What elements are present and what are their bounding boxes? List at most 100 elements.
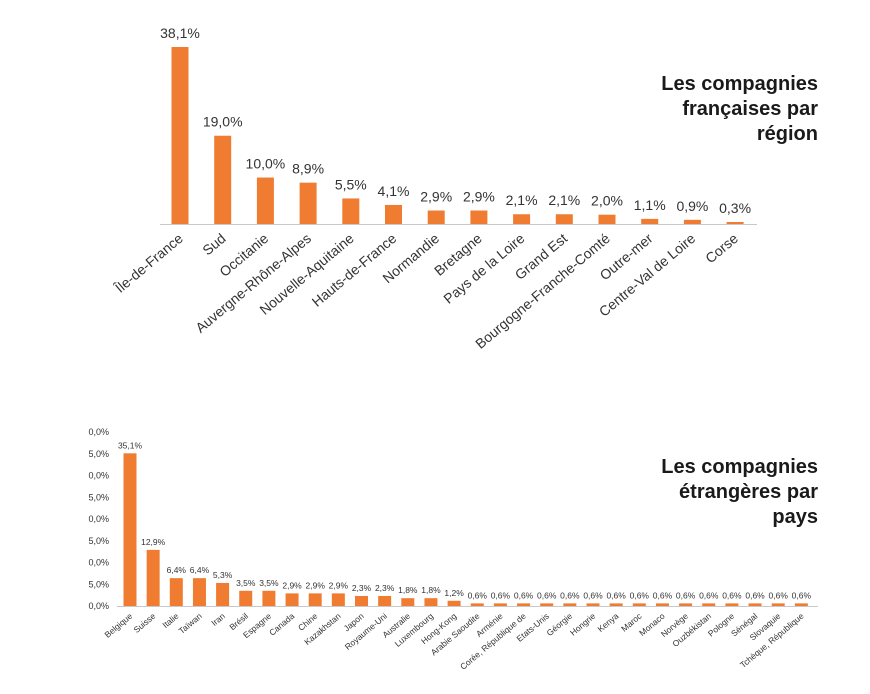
- value-label-country: 0,6%: [769, 590, 789, 600]
- bar-region: [683, 219, 701, 224]
- value-label-country: 2,9%: [282, 580, 302, 590]
- value-label-country: 0,6%: [468, 590, 488, 600]
- bar-country: [632, 603, 646, 606]
- bar-country: [794, 603, 808, 606]
- value-label-region: 2,9%: [420, 189, 452, 205]
- value-label-region: 4,1%: [378, 183, 410, 199]
- bar-country: [239, 590, 253, 606]
- bar-country: [285, 593, 299, 606]
- value-label-country: 6,4%: [190, 565, 210, 575]
- y-tick-label-countries: 5,0%: [88, 492, 109, 502]
- bar-region: [385, 204, 402, 224]
- value-label-country: 3,5%: [236, 578, 256, 588]
- bar-country: [308, 593, 322, 606]
- value-label-country: 0,6%: [514, 590, 534, 600]
- value-label-country: 0,6%: [676, 590, 696, 600]
- chart-title-regions: Les compagnies françaises par région: [661, 73, 818, 145]
- bar-country: [748, 603, 762, 606]
- bar-country: [355, 595, 368, 606]
- value-label-country: 0,6%: [606, 590, 626, 600]
- y-tick-label-countries: 0,0%: [88, 601, 109, 611]
- value-label-country: 1,8%: [421, 585, 441, 595]
- bar-country: [123, 453, 137, 606]
- value-label-region: 1,1%: [634, 197, 666, 213]
- bar-region: [726, 222, 744, 224]
- bar-region: [598, 214, 616, 224]
- value-label-region: 2,1%: [506, 192, 538, 208]
- value-label-country: 2,9%: [306, 580, 326, 590]
- bar-country: [702, 603, 716, 606]
- bar-region: [513, 214, 531, 224]
- y-tick-label-countries: 0,0%: [88, 427, 109, 437]
- value-label-region: 0,9%: [676, 198, 708, 214]
- value-label-country: 0,6%: [537, 590, 557, 600]
- y-tick-label-countries: 5,0%: [88, 536, 109, 546]
- tick-label-country: Kenya: [596, 611, 621, 634]
- value-label-country: 12,9%: [141, 537, 166, 547]
- value-label-country: 35,1%: [118, 440, 143, 450]
- value-label-country: 2,3%: [352, 583, 372, 593]
- bar-country: [216, 582, 230, 606]
- y-tick-label-countries: 0,0%: [88, 558, 109, 568]
- bar-country: [609, 603, 623, 606]
- value-label-country: 6,4%: [167, 565, 187, 575]
- bar-region: [470, 210, 488, 224]
- value-label-region: 38,1%: [160, 25, 200, 41]
- value-label-country: 0,6%: [722, 590, 742, 600]
- bar-country: [517, 603, 531, 606]
- tick-label-country: Iran: [209, 611, 227, 628]
- bar-country: [447, 600, 461, 606]
- chart-title-countries: Les compagnies étrangères par pays: [661, 456, 818, 528]
- value-label-country: 0,6%: [745, 590, 765, 600]
- value-label-region: 0,3%: [719, 200, 751, 216]
- bar-country: [192, 578, 206, 606]
- value-label-country: 0,6%: [583, 590, 603, 600]
- value-label-country: 3,5%: [259, 578, 279, 588]
- value-label-region: 19,0%: [203, 114, 243, 130]
- value-label-country: 0,6%: [491, 590, 511, 600]
- bar-country: [586, 603, 600, 606]
- value-label-country: 0,6%: [560, 590, 580, 600]
- tick-label-region: Corse: [702, 230, 741, 266]
- tick-label-country: Belgique: [103, 611, 135, 640]
- tick-label-country: Géorgie: [545, 611, 575, 638]
- bar-country: [493, 603, 507, 606]
- bar-country: [262, 590, 276, 606]
- bar-country: [146, 549, 160, 606]
- tick-label-country: Hongrie: [568, 611, 597, 638]
- bar-country: [679, 603, 693, 606]
- tick-label-region: Sud: [199, 230, 228, 258]
- bar-country: [540, 603, 554, 606]
- y-tick-label-countries: 0,0%: [88, 471, 109, 481]
- value-label-region: 8,9%: [292, 161, 324, 177]
- tick-label-country: Suisse: [131, 611, 157, 635]
- bar-country: [401, 598, 415, 606]
- bar-region: [555, 214, 573, 224]
- value-label-country: 0,6%: [792, 590, 812, 600]
- bar-country: [331, 593, 345, 606]
- value-label-region: 2,0%: [591, 193, 623, 209]
- value-label-country: 0,6%: [630, 590, 650, 600]
- bar-country: [470, 603, 484, 606]
- bar-region: [256, 177, 274, 224]
- bar-region: [641, 218, 659, 224]
- bar-country: [378, 595, 392, 606]
- bar-country: [563, 603, 577, 606]
- bar-country: [771, 603, 785, 606]
- y-tick-label-countries: 5,0%: [88, 579, 109, 589]
- value-label-region: 2,9%: [463, 189, 495, 205]
- value-label-country: 5,3%: [213, 570, 233, 580]
- tick-label-country: Canada: [267, 611, 296, 638]
- value-label-country: 2,3%: [375, 583, 395, 593]
- y-tick-label-countries: 5,0%: [88, 449, 109, 459]
- value-label-country: 0,6%: [699, 590, 719, 600]
- y-tick-label-countries: 0,0%: [88, 514, 109, 524]
- tick-label-country: Taïwan: [177, 611, 204, 636]
- value-label-country: 1,2%: [444, 588, 464, 598]
- bar-country: [655, 603, 669, 606]
- bar-region: [171, 47, 189, 224]
- bar-region: [299, 182, 317, 224]
- value-label-country: 1,8%: [398, 585, 418, 595]
- tick-label-region: Île-de-France: [111, 230, 186, 297]
